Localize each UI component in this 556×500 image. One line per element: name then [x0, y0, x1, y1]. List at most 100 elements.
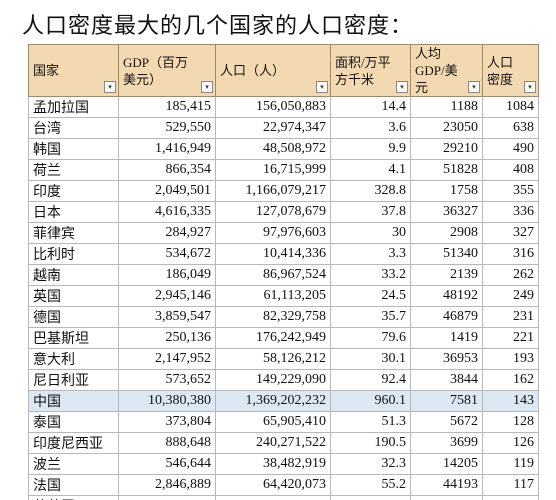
table-cell: 190.5 [330, 432, 411, 454]
table-row: 孟加拉国 185,415 156,050,883 14.4 1188 1084 [28, 96, 539, 118]
table-cell: 波兰 [28, 453, 119, 475]
table-cell: 印度 [28, 180, 119, 202]
table-cell: 490 [482, 138, 539, 160]
table-cell: 185,415 [118, 96, 216, 118]
table-cell: 119 [482, 453, 539, 475]
table-cell: 64,420,073 [215, 474, 331, 496]
table-cell: 149,229,090 [215, 369, 331, 391]
table-cell: 意大利 [28, 348, 119, 370]
table-cell: 128 [482, 411, 539, 433]
header-text: 人口密度 [487, 54, 514, 87]
table-cell: 44193 [410, 474, 483, 496]
table-cell: 5672 [410, 411, 483, 433]
table-cell: 2139 [410, 264, 483, 286]
table-cell: 92.4 [330, 369, 411, 391]
table-row: 法国 2,846,889 64,420,073 55.2 44193 117 [28, 474, 539, 496]
table-cell: 38,482,919 [215, 453, 331, 475]
table-cell: 2,846,889 [118, 474, 216, 496]
table-row: 德国 3,859,547 82,329,758 35.7 46879 231 [28, 306, 539, 328]
table-cell: 1084 [482, 96, 539, 118]
table-cell: 21480 [410, 495, 483, 500]
table-cell: 尼日利亚 [28, 369, 119, 391]
table-cell: 46879 [410, 306, 483, 328]
table-row: 波兰 546,644 38,482,919 32.3 14205 119 [28, 453, 539, 475]
header-text: 人口（人） [220, 63, 286, 78]
table-cell: 162 [482, 369, 539, 391]
table-cell: 29210 [410, 138, 483, 160]
table-cell: 48,508,972 [215, 138, 331, 160]
table-cell: 1,416,949 [118, 138, 216, 160]
table-cell: 51.3 [330, 411, 411, 433]
table-row: 韩国 1,416,949 48,508,972 9.9 29210 490 [28, 138, 539, 160]
table-cell: 3844 [410, 369, 483, 391]
table-cell: 10,414,336 [215, 243, 331, 265]
table-cell: 117 [482, 474, 539, 496]
table-cell: 230,012 [118, 495, 216, 500]
table-cell: 888,648 [118, 432, 216, 454]
table-cell: 3699 [410, 432, 483, 454]
table-row: 台湾 529,550 22,974,347 3.6 23050 638 [28, 117, 539, 139]
table-cell: 英国 [28, 285, 119, 307]
table-cell: 534,672 [118, 243, 216, 265]
header-text: 人均GDP/美元 [415, 46, 458, 95]
table-cell: 126 [482, 432, 539, 454]
table-cell: 孟加拉国 [28, 96, 119, 118]
table-cell: 台湾 [28, 117, 119, 139]
table-cell: 7581 [410, 390, 483, 412]
table-cell: 3.3 [330, 243, 411, 265]
table-cell: 1,369,202,232 [215, 390, 331, 412]
table-cell: 97,976,603 [215, 222, 331, 244]
filter-button[interactable]: ▾ [396, 81, 408, 93]
table-body: 孟加拉国 185,415 156,050,883 14.4 1188 1084 台湾 529,… [28, 96, 539, 500]
table-row: 中国 10,380,380 1,369,202,232 960.1 7581 143 [28, 390, 539, 412]
filter-button[interactable]: ▾ [524, 81, 536, 93]
table-cell: 573,652 [118, 369, 216, 391]
table-row: 印度尼西亚 888,648 240,271,522 190.5 3699 126 [28, 432, 539, 454]
table-cell: 316 [482, 243, 539, 265]
filter-button[interactable]: ▾ [316, 81, 328, 93]
table-cell: 1188 [410, 96, 483, 118]
table-cell: 33.2 [330, 264, 411, 286]
table-cell: 546,644 [118, 453, 216, 475]
table-cell: 186,049 [118, 264, 216, 286]
table-cell: 16,715,999 [215, 159, 331, 181]
header-cell: 人均GDP/美元 ▾ [410, 44, 483, 97]
table-cell: 156,050,883 [215, 96, 331, 118]
table-cell: 284,927 [118, 222, 216, 244]
table-cell: 231 [482, 306, 539, 328]
table-cell: 51340 [410, 243, 483, 265]
header-text: 国家 [33, 63, 60, 78]
table-cell: 越南 [28, 264, 119, 286]
header-cell: 人口密度 ▾ [482, 44, 539, 97]
table-cell: 4,616,335 [118, 201, 216, 223]
table-cell: 55.2 [330, 474, 411, 496]
table-cell: 373,804 [118, 411, 216, 433]
table-cell: 比利时 [28, 243, 119, 265]
table-cell: 1419 [410, 327, 483, 349]
table-cell: 529,550 [118, 117, 216, 139]
table-cell: 泰国 [28, 411, 119, 433]
table-row: 巴基斯坦 250,136 176,242,949 79.6 1419 221 [28, 327, 539, 349]
table-cell: 2,945,146 [118, 285, 216, 307]
table-cell: 中国 [28, 390, 119, 412]
table-cell: 328.8 [330, 180, 411, 202]
table-cell: 262 [482, 264, 539, 286]
filter-button[interactable]: ▾ [201, 81, 213, 93]
table-row: 葡萄牙230,01210,707,9249.221480116 [28, 495, 539, 500]
table-cell: 2,049,501 [118, 180, 216, 202]
table-cell: 日本 [28, 201, 119, 223]
table-cell: 9.2 [330, 495, 411, 500]
table-cell: 79.6 [330, 327, 411, 349]
table-cell: 菲律宾 [28, 222, 119, 244]
table-cell: 960.1 [330, 390, 411, 412]
filter-button[interactable]: ▾ [104, 81, 116, 93]
filter-button[interactable]: ▾ [468, 81, 480, 93]
table-cell: 10,707,924 [215, 495, 331, 500]
data-table: 国家 ▾ GDP（百万美元） ▾ 人口（人） ▾ 面积/万平方千米 ▾ 人均GDP/美元 ▾ 人口密… [28, 44, 539, 500]
table-cell: 1,166,079,217 [215, 180, 331, 202]
table-row: 尼日利亚 573,652 149,229,090 92.4 3844 162 [28, 369, 539, 391]
table-cell: 336 [482, 201, 539, 223]
table-row: 泰国 373,804 65,905,410 51.3 5672 128 [28, 411, 539, 433]
table-cell: 116 [482, 495, 539, 500]
table-cell: 23050 [410, 117, 483, 139]
